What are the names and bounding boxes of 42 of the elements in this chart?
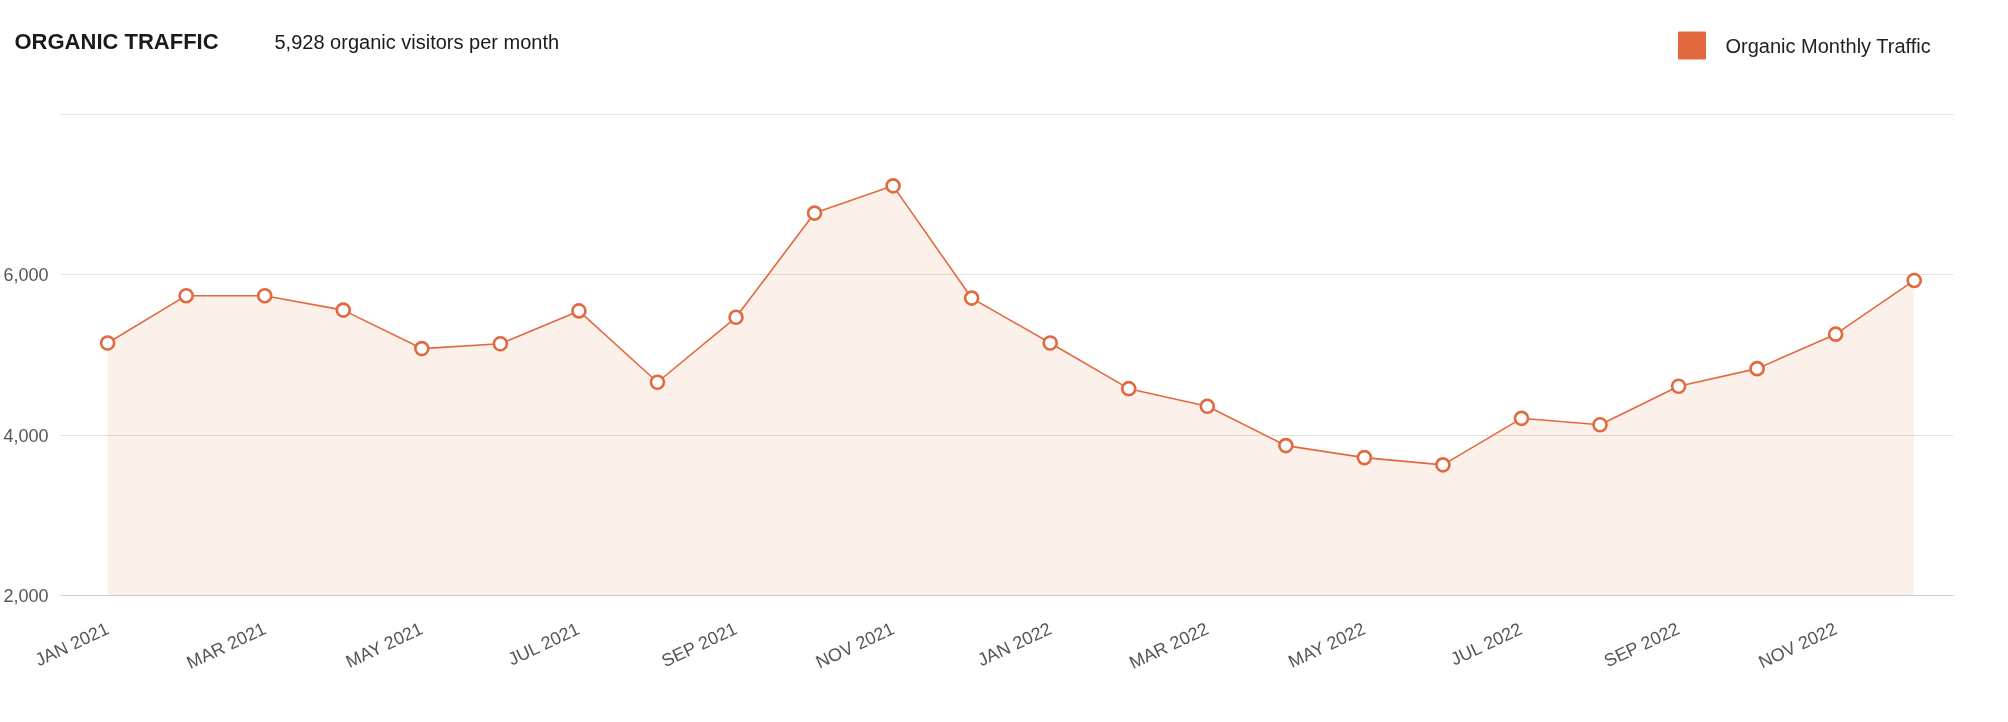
chart-subtitle: 5,928 organic visitors per month (274, 30, 560, 53)
point (963, 290, 980, 306)
point (1042, 335, 1058, 351)
point (178, 287, 194, 304)
point (256, 287, 273, 304)
point (1670, 378, 1687, 395)
x-tick-label: MAY 2021 (342, 618, 426, 672)
x-tick-label: NOV 2022 (1755, 618, 1840, 673)
point (1278, 437, 1294, 454)
point (1199, 398, 1216, 415)
point (728, 309, 744, 326)
x-tick-label: JUL 2022 (1447, 618, 1526, 670)
point (1513, 410, 1530, 427)
point (492, 335, 509, 352)
point (414, 340, 430, 357)
x-tick-label: SEP 2022 (1600, 618, 1683, 672)
x-tick-label: MAR 2022 (1126, 618, 1212, 673)
point (1435, 457, 1451, 473)
point (1906, 272, 1923, 289)
x-tick-label: MAY 2022 (1285, 618, 1369, 672)
point (885, 178, 901, 194)
point (1827, 326, 1844, 342)
legend-label: Organic Monthly Traffic (1725, 34, 1931, 57)
x-tick-label: SEP 2021 (658, 618, 740, 672)
point (99, 335, 116, 351)
point (1120, 380, 1137, 397)
chart-title: ORGANIC TRAFFIC (14, 29, 219, 54)
y-tick-label: 2,000 (3, 586, 49, 606)
x-tick-label: JAN 2021 (31, 618, 112, 671)
x-tick-label: MAR 2021 (183, 618, 269, 673)
point (335, 302, 352, 318)
point (649, 374, 666, 391)
point (571, 303, 587, 319)
point (1592, 416, 1608, 433)
x-tick-label: JUL 2021 (504, 618, 583, 670)
point (1356, 449, 1373, 466)
x-tick-label: JAN 2022 (974, 618, 1055, 671)
y-tick-label: 6,000 (3, 265, 49, 286)
point (1749, 360, 1765, 377)
y-tick-label: 4,000 (3, 425, 49, 446)
point (806, 205, 823, 221)
x-tick-label: NOV 2021 (812, 618, 898, 673)
